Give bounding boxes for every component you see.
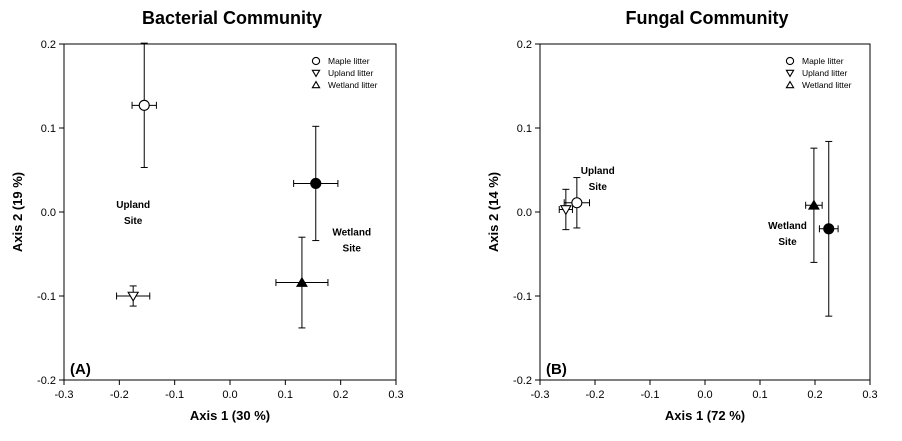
plot-frame xyxy=(63,43,397,381)
legend-marker xyxy=(785,69,795,78)
legend-label: Upland litter xyxy=(802,68,848,78)
panel-fungal-community: Fungal Community -0.3 -0.2 -0.1 0.0 0.1 0.2 0.3… xyxy=(486,8,878,423)
legend-label: Maple litter xyxy=(328,56,370,66)
y-tick-label: -0.2 xyxy=(513,375,532,387)
point-marker-triangle-down xyxy=(559,205,572,216)
point-marker-circle xyxy=(571,197,583,209)
site-annotation: Site xyxy=(589,182,608,193)
legend-label: Maple litter xyxy=(802,56,844,66)
x-tick-label: -0.2 xyxy=(110,389,129,401)
y-tick-label: -0.2 xyxy=(37,375,56,387)
legend-label: Wetland litter xyxy=(802,80,852,90)
site-annotation: Site xyxy=(343,244,362,255)
panel-label: (A) xyxy=(70,361,91,378)
legend-marker xyxy=(785,56,795,66)
x-tick-label: -0.3 xyxy=(531,389,550,401)
point-marker-triangle-up xyxy=(807,199,820,210)
x-axis-label: Axis 1 (72 %) xyxy=(665,408,745,423)
point-marker-circle xyxy=(823,223,835,235)
site-annotation: Site xyxy=(124,216,143,227)
point-marker-circle xyxy=(310,177,322,189)
data-point xyxy=(275,236,329,329)
x-tick-label: 0.2 xyxy=(807,389,822,401)
x-tick-label: 0.3 xyxy=(388,389,403,401)
x-tick-label: 0.3 xyxy=(862,389,877,401)
x-tick-label: -0.3 xyxy=(55,389,74,401)
x-tick-label: -0.1 xyxy=(165,389,184,401)
panel-bacterial-community: Bacterial Community -0.3 -0.2 -0.1 0.0 0.1 0.2… xyxy=(10,8,404,423)
y-tick-label: 0.0 xyxy=(517,207,532,219)
site-annotation: Wetland xyxy=(332,228,371,239)
site-annotation: Site xyxy=(778,237,797,248)
x-tick-label: 0.0 xyxy=(697,389,712,401)
y-tick-label: -0.1 xyxy=(37,291,56,303)
panel-label: (B) xyxy=(546,361,567,378)
legend-marker xyxy=(311,69,321,78)
legend-marker xyxy=(311,80,321,89)
y-tick-label: 0.2 xyxy=(41,39,56,51)
data-point xyxy=(818,140,839,317)
y-tick-label: 0.1 xyxy=(517,123,532,135)
data-point xyxy=(558,188,573,231)
data-point xyxy=(805,147,823,263)
y-tick-label: 0.2 xyxy=(517,39,532,51)
point-marker-triangle-up xyxy=(295,276,308,287)
y-tick-label: 0.0 xyxy=(41,207,56,219)
data-point xyxy=(116,285,151,307)
y-tick-label: 0.1 xyxy=(41,123,56,135)
site-annotation: Wetland xyxy=(768,221,807,232)
x-tick-label: 0.0 xyxy=(222,389,237,401)
data-point xyxy=(131,42,157,168)
legend-label: Upland litter xyxy=(328,68,374,78)
point-marker-circle xyxy=(138,99,150,111)
legend-label: Wetland litter xyxy=(328,80,378,90)
plot-frame xyxy=(539,43,871,381)
chart-title: Bacterial Community xyxy=(142,8,322,28)
y-axis-label: Axis 2 (14 %) xyxy=(486,172,501,252)
x-tick-label: 0.1 xyxy=(752,389,767,401)
y-axis-label: Axis 2 (19 %) xyxy=(10,172,25,252)
x-tick-label: -0.2 xyxy=(586,389,605,401)
legend-marker xyxy=(311,56,321,66)
y-tick-label: -0.1 xyxy=(513,291,532,303)
data-point xyxy=(563,177,590,229)
x-tick-label: 0.1 xyxy=(278,389,293,401)
chart-title: Fungal Community xyxy=(626,8,789,28)
x-axis-label: Axis 1 (30 %) xyxy=(190,408,270,423)
x-tick-label: -0.1 xyxy=(641,389,660,401)
x-tick-label: 0.2 xyxy=(333,389,348,401)
legend-marker xyxy=(785,80,795,89)
data-point xyxy=(293,125,339,242)
point-marker-triangle-down xyxy=(127,291,140,302)
site-annotation: Upland xyxy=(116,200,150,211)
site-annotation: Upland xyxy=(581,166,615,177)
